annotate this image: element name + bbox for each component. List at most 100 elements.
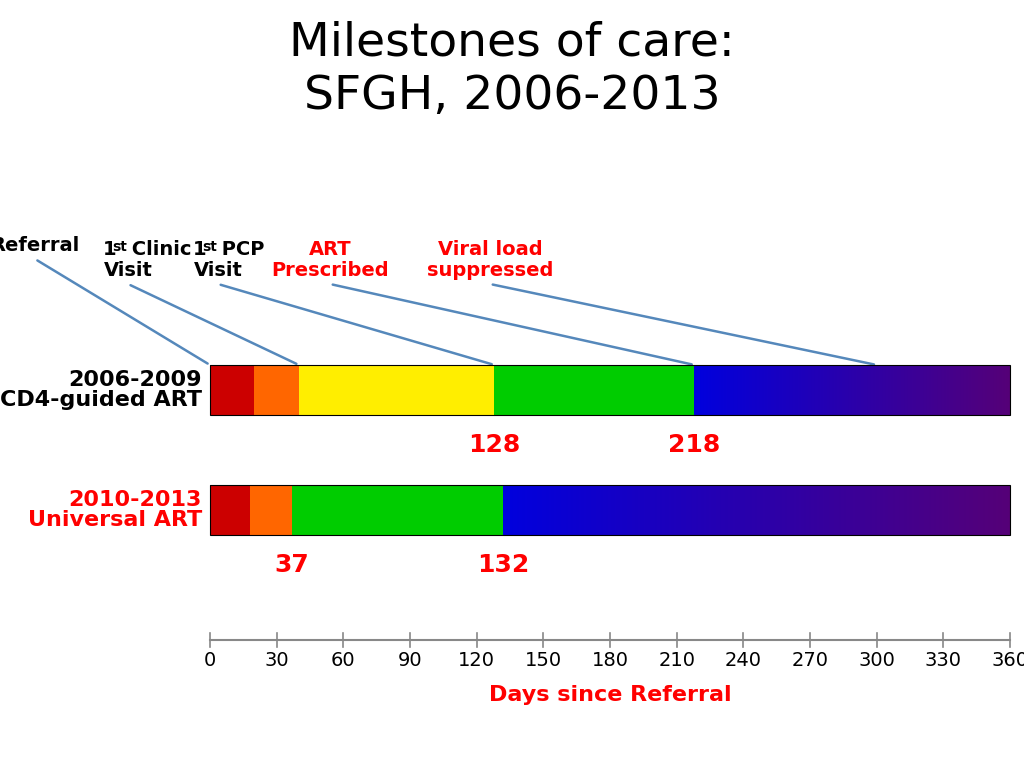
Bar bbox=[701, 485, 702, 535]
Bar bbox=[946, 365, 947, 415]
Bar bbox=[991, 485, 993, 535]
Bar bbox=[998, 485, 999, 535]
Bar bbox=[993, 365, 994, 415]
Bar bbox=[635, 485, 637, 535]
Text: 210: 210 bbox=[658, 651, 695, 670]
Text: ART: ART bbox=[308, 240, 351, 259]
Bar bbox=[495, 365, 694, 415]
Bar bbox=[709, 365, 710, 415]
Bar bbox=[890, 485, 892, 535]
Bar bbox=[210, 365, 254, 415]
Bar bbox=[686, 485, 687, 535]
Bar bbox=[990, 365, 991, 415]
Bar bbox=[973, 365, 974, 415]
Bar bbox=[625, 485, 627, 535]
Bar bbox=[765, 365, 766, 415]
Bar bbox=[771, 365, 772, 415]
Bar bbox=[944, 485, 946, 535]
Bar bbox=[572, 485, 574, 535]
Bar bbox=[950, 365, 951, 415]
Bar bbox=[768, 485, 770, 535]
Bar bbox=[1007, 365, 1008, 415]
Bar bbox=[931, 485, 932, 535]
Bar bbox=[963, 365, 964, 415]
Bar bbox=[718, 485, 720, 535]
Bar bbox=[933, 365, 934, 415]
Bar bbox=[738, 485, 739, 535]
Bar bbox=[952, 485, 954, 535]
Bar bbox=[564, 485, 566, 535]
Bar bbox=[774, 365, 775, 415]
Bar bbox=[1006, 365, 1007, 415]
Bar bbox=[609, 485, 611, 535]
Bar bbox=[815, 365, 816, 415]
Bar bbox=[569, 485, 571, 535]
Bar bbox=[724, 365, 725, 415]
Bar bbox=[856, 485, 858, 535]
Bar bbox=[860, 485, 861, 535]
Bar bbox=[727, 365, 728, 415]
Bar bbox=[538, 485, 539, 535]
Bar bbox=[585, 485, 586, 535]
Bar bbox=[860, 365, 861, 415]
Bar bbox=[785, 485, 787, 535]
Text: 150: 150 bbox=[524, 651, 562, 670]
Bar bbox=[910, 485, 912, 535]
Text: 2006-2009: 2006-2009 bbox=[69, 370, 202, 390]
Bar bbox=[792, 365, 793, 415]
Bar bbox=[817, 365, 818, 415]
Bar bbox=[658, 485, 660, 535]
Bar bbox=[580, 485, 581, 535]
Bar bbox=[738, 365, 739, 415]
Bar bbox=[978, 485, 980, 535]
Bar bbox=[811, 485, 812, 535]
Bar bbox=[888, 365, 889, 415]
Bar bbox=[957, 485, 959, 535]
Bar bbox=[912, 485, 913, 535]
Bar bbox=[971, 485, 973, 535]
Bar bbox=[988, 485, 990, 535]
Bar bbox=[871, 485, 873, 535]
Bar bbox=[776, 365, 777, 415]
Bar bbox=[210, 485, 250, 535]
Bar bbox=[541, 485, 542, 535]
Bar bbox=[559, 485, 561, 535]
Bar bbox=[903, 485, 905, 535]
Bar bbox=[780, 485, 782, 535]
Bar bbox=[571, 485, 572, 535]
Bar bbox=[996, 485, 998, 535]
Bar bbox=[855, 485, 856, 535]
Bar bbox=[734, 485, 736, 535]
Bar bbox=[643, 485, 645, 535]
Bar bbox=[752, 485, 754, 535]
Bar bbox=[845, 365, 846, 415]
Bar bbox=[873, 365, 874, 415]
Bar bbox=[562, 485, 564, 535]
Bar bbox=[719, 365, 720, 415]
Bar bbox=[764, 365, 765, 415]
Bar bbox=[887, 365, 888, 415]
Text: 360: 360 bbox=[991, 651, 1024, 670]
Text: 60: 60 bbox=[331, 651, 355, 670]
Bar bbox=[618, 485, 620, 535]
Bar bbox=[728, 485, 730, 535]
Bar bbox=[777, 485, 778, 535]
Bar bbox=[980, 485, 981, 535]
Bar bbox=[908, 365, 909, 415]
Bar bbox=[902, 365, 903, 415]
Bar bbox=[705, 485, 706, 535]
Bar bbox=[879, 485, 880, 535]
Bar bbox=[779, 365, 780, 415]
Bar bbox=[807, 485, 809, 535]
Bar bbox=[836, 365, 837, 415]
Bar bbox=[855, 365, 856, 415]
Bar bbox=[995, 365, 996, 415]
Bar bbox=[883, 365, 884, 415]
Bar bbox=[608, 485, 609, 535]
Bar bbox=[712, 365, 713, 415]
Bar bbox=[764, 485, 765, 535]
Bar bbox=[843, 485, 845, 535]
Bar bbox=[687, 485, 689, 535]
Bar bbox=[581, 485, 583, 535]
Bar bbox=[805, 365, 806, 415]
